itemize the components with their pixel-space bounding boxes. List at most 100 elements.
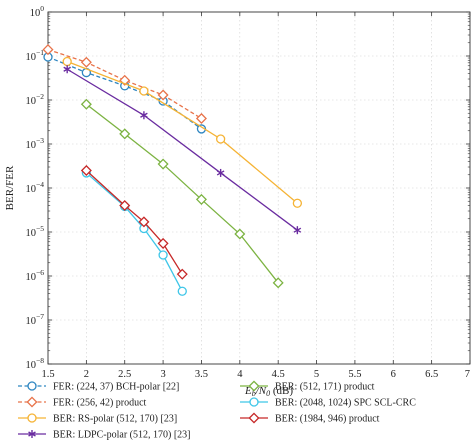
series-5-point <box>272 277 284 289</box>
series-layer <box>42 44 303 296</box>
series-4-line <box>66 68 298 231</box>
y-tick-base: 10 <box>26 184 37 195</box>
legend-label: FER: (256, 42) product <box>53 398 147 409</box>
x-label-mid: /N <box>255 385 267 397</box>
y-tick-base: 10 <box>26 228 37 239</box>
y-tick-exponent: −5 <box>36 224 44 233</box>
series-5-point <box>234 228 246 240</box>
x-label-sub2: 0 <box>266 389 270 398</box>
series-3-line <box>66 60 298 204</box>
x-tick-label: 2 <box>84 369 89 380</box>
x-tick-label: 7 <box>465 369 470 380</box>
y-tick-exponent: −7 <box>36 312 44 321</box>
series-4-point <box>63 65 71 74</box>
x-tick-label: 4.5 <box>272 369 285 380</box>
series-5-line <box>85 103 279 284</box>
legend-entry: BER: (512, 171) product <box>240 380 375 393</box>
y-tick-base: 10 <box>26 316 37 327</box>
legend-entry: BER: LDPC-polar (512, 170) [23] <box>18 430 191 441</box>
series-5-point <box>195 193 207 205</box>
series-2-line <box>47 48 202 120</box>
y-tick-label: 10−6 <box>26 268 45 283</box>
y-tick-label: 10−8 <box>26 356 45 371</box>
x-tick-label: 4 <box>237 369 243 380</box>
legend-marker <box>249 397 259 407</box>
legend-marker <box>248 380 260 392</box>
series-2-point <box>157 89 169 101</box>
series-4-point <box>216 168 225 177</box>
y-tick-label: 10−7 <box>26 312 45 327</box>
series-4 <box>63 65 302 235</box>
legend-entry: BER: RS-polar (512, 170) [23] <box>18 413 177 425</box>
series-2-point <box>42 44 54 56</box>
y-tick-exponent: −1 <box>36 48 44 57</box>
series-5 <box>80 98 284 289</box>
y-tick-exponent: −3 <box>36 136 44 145</box>
y-tick-base: 10 <box>26 96 37 107</box>
x-tick-label: 2.5 <box>118 369 131 380</box>
series-6 <box>81 168 187 296</box>
legend-label: BER: (512, 171) product <box>275 382 375 393</box>
series-4-point <box>140 111 148 120</box>
series-7-point <box>157 237 169 249</box>
y-tick-label: 10−3 <box>26 136 45 151</box>
x-tick-label: 6.5 <box>425 369 438 380</box>
series-6-point <box>177 286 187 296</box>
series-4-point <box>293 226 302 235</box>
series-2-point <box>80 56 92 68</box>
x-tick-label: 5.5 <box>348 369 361 380</box>
series-3-point <box>139 86 149 96</box>
y-tick-base: 10 <box>26 360 37 371</box>
y-tick-base: 10 <box>26 52 37 63</box>
legend-marker <box>26 396 38 408</box>
series-4-point-stroke <box>216 170 225 176</box>
y-tick-label: 10−4 <box>26 180 45 195</box>
series-7-point <box>119 199 131 212</box>
series-4-point-stroke <box>293 227 302 233</box>
series-6-point <box>158 250 168 260</box>
y-tick-label: 10−5 <box>26 224 45 239</box>
series-7 <box>80 164 188 280</box>
y-tick-base: 10 <box>26 272 37 283</box>
plot-frame <box>47 11 471 365</box>
x-label-main: E <box>244 385 252 397</box>
legend-label: FER: (224, 37) BCH-polar [22] <box>53 382 179 393</box>
legend-marker <box>28 430 36 438</box>
y-tick-exponent: 0 <box>40 4 44 13</box>
y-tick-base: 10 <box>26 140 37 151</box>
x-tick-label: 6 <box>391 369 396 380</box>
series-3-point <box>292 198 303 208</box>
legend-label: BER: LDPC-polar (512, 170) [23] <box>53 430 191 441</box>
legend-label: BER: (1984, 946) product <box>275 414 380 425</box>
y-tick-exponent: −6 <box>36 268 44 277</box>
x-tick-label: 5 <box>314 369 319 380</box>
series-4-point-stroke <box>63 66 71 72</box>
x-tick-label: 3 <box>160 369 165 380</box>
x-axis-ticks: 1.5 2 2.5 3 3.5 4 4.5 5 5.5 6 6.5 7 <box>41 12 471 380</box>
legend: FER: (224, 37) BCH-polar [22] FER: (256, … <box>18 380 416 441</box>
legend-marker <box>27 413 37 423</box>
legend-entry: FER: (224, 37) BCH-polar [22] <box>18 381 179 393</box>
y-tick-label: 100 <box>30 4 45 19</box>
series-2 <box>42 44 207 125</box>
series-3-point <box>62 56 72 67</box>
series-4-point-stroke <box>140 112 148 118</box>
series-3 <box>62 56 303 208</box>
legend-marker <box>248 412 260 424</box>
series-7-point <box>138 216 150 228</box>
x-label-unit: (dB) <box>270 385 293 397</box>
legend-marker <box>27 381 37 391</box>
series-7-point <box>80 164 92 177</box>
y-tick-label: 10−1 <box>26 48 45 63</box>
y-tick-exponent: −4 <box>36 180 44 189</box>
x-tick-label: 3.5 <box>195 369 208 380</box>
y-tick-base: 10 <box>30 8 41 19</box>
legend-marker-stroke <box>28 431 36 437</box>
series-5-point <box>157 158 169 170</box>
legend-label: BER: RS-polar (512, 170) [23] <box>53 414 177 425</box>
series-2-point <box>195 112 207 125</box>
y-tick-exponent: −8 <box>36 356 44 365</box>
